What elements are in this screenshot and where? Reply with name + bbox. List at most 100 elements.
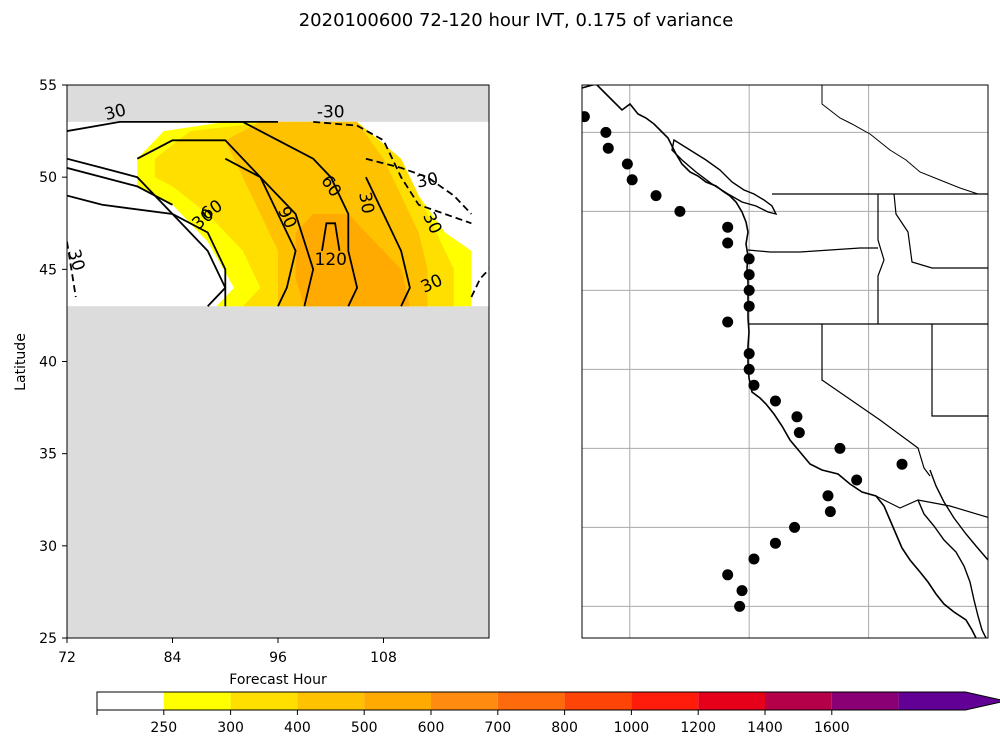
colorbar-tick-label: 500 — [351, 720, 378, 736]
x-tick-label: 72 — [58, 650, 76, 666]
colorbar-tick-label: 600 — [418, 720, 445, 736]
y-tick-label: 35 — [39, 447, 57, 463]
y-tick-label: 45 — [39, 262, 57, 278]
location-marker — [822, 490, 834, 502]
colorbar-segment — [698, 692, 765, 710]
bc-alberta-line — [821, 85, 979, 195]
location-marker — [748, 553, 760, 565]
location-marker — [793, 427, 805, 439]
contour-lines — [67, 121, 489, 307]
location-marker — [743, 284, 755, 296]
location-marker — [736, 585, 748, 597]
y-tick-label: 50 — [39, 170, 57, 186]
nevada-utah-border — [931, 324, 988, 417]
missing-data-top — [67, 85, 489, 122]
colorbar-tick-label: 800 — [551, 720, 578, 736]
colorbar-segment — [364, 692, 431, 710]
contour-line — [67, 167, 173, 206]
x-tick-label: 96 — [269, 650, 287, 666]
baja-inner-coast — [917, 499, 987, 638]
location-marker — [743, 253, 755, 265]
x-tick-label: 108 — [370, 650, 397, 666]
colorbar-extend-arrow — [898, 692, 1000, 710]
location-marker — [769, 537, 781, 549]
y-tick-label: 25 — [39, 631, 57, 647]
contour-line — [313, 121, 472, 225]
missing-data-bottom — [67, 306, 489, 638]
colorbar-tick-label: 1600 — [814, 720, 850, 736]
contour-label: 30 — [415, 169, 440, 192]
location-marker — [789, 521, 801, 533]
contour-line — [365, 157, 473, 215]
location-marker — [896, 458, 908, 470]
colorbar-tick-label: 1400 — [747, 720, 783, 736]
california-nevada-border — [821, 324, 931, 477]
contour-line — [67, 121, 278, 132]
location-marker — [722, 221, 734, 233]
colorbar-tick-label: 250 — [150, 720, 177, 736]
map-panel — [581, 84, 989, 639]
location-marker — [600, 126, 612, 138]
colorbar-tick-label: 1000 — [614, 720, 650, 736]
map-frame — [581, 84, 989, 639]
location-marker — [851, 474, 863, 486]
colorbar-segment — [831, 692, 899, 710]
contour-line — [365, 176, 411, 307]
colorbar-tick-label: 700 — [484, 720, 511, 736]
location-marker — [650, 190, 662, 202]
y-tick-label: 30 — [39, 539, 57, 555]
colorbar-tick-label: 400 — [284, 720, 311, 736]
contour-line — [224, 157, 297, 307]
contour-line — [67, 241, 77, 298]
location-marker — [743, 348, 755, 360]
contour-line — [207, 121, 359, 307]
contour-label: -30 — [317, 103, 345, 123]
mexico-mainland-coast — [929, 469, 988, 561]
colorbar-segment — [497, 692, 565, 710]
contour-line — [321, 222, 341, 252]
x-axis-ticks: 72 84 96 108 — [58, 638, 397, 666]
map-background — [582, 85, 988, 638]
figure-title: 2020100600 72-120 hour IVT, 0.175 of var… — [299, 10, 734, 31]
location-markers — [582, 111, 908, 612]
location-marker — [824, 506, 836, 518]
location-marker — [734, 600, 746, 612]
location-marker — [602, 142, 614, 154]
location-marker — [722, 569, 734, 581]
location-marker — [748, 379, 760, 391]
washington-oregon-border — [747, 247, 878, 253]
x-tick-label: 84 — [164, 650, 182, 666]
contour-label: 30 — [354, 191, 377, 216]
montana-border — [893, 193, 988, 269]
location-marker — [791, 411, 803, 423]
colorbar-segment — [97, 692, 164, 710]
colorbar-tick-label: 300 — [217, 720, 244, 736]
location-marker — [743, 269, 755, 281]
y-tick-label: 40 — [39, 355, 57, 371]
location-marker — [582, 111, 590, 123]
colorbar-segment — [163, 692, 231, 710]
y-axis-label: Latitude — [13, 333, 29, 391]
idaho-border — [877, 194, 885, 324]
colorbar-segment — [631, 692, 699, 710]
contour-line — [470, 268, 489, 298]
vancouver-island — [671, 138, 778, 216]
colorbar-segment — [564, 692, 632, 710]
location-marker — [621, 158, 633, 170]
missing-data-areas — [67, 85, 489, 638]
location-marker — [834, 442, 846, 454]
us-mexico-border — [875, 495, 988, 519]
colorbar-outline — [96, 691, 1000, 711]
location-marker — [626, 174, 638, 186]
location-marker — [769, 395, 781, 407]
colorbar-segment — [297, 692, 365, 710]
location-marker — [722, 237, 734, 249]
coastline — [582, 85, 988, 638]
colorbar-segment — [230, 692, 298, 710]
location-marker — [674, 205, 686, 217]
x-axis-label: Forecast Hour — [229, 672, 327, 688]
colorbar-segment — [431, 692, 498, 710]
location-marker — [743, 300, 755, 312]
contour-label: 120 — [315, 250, 347, 270]
